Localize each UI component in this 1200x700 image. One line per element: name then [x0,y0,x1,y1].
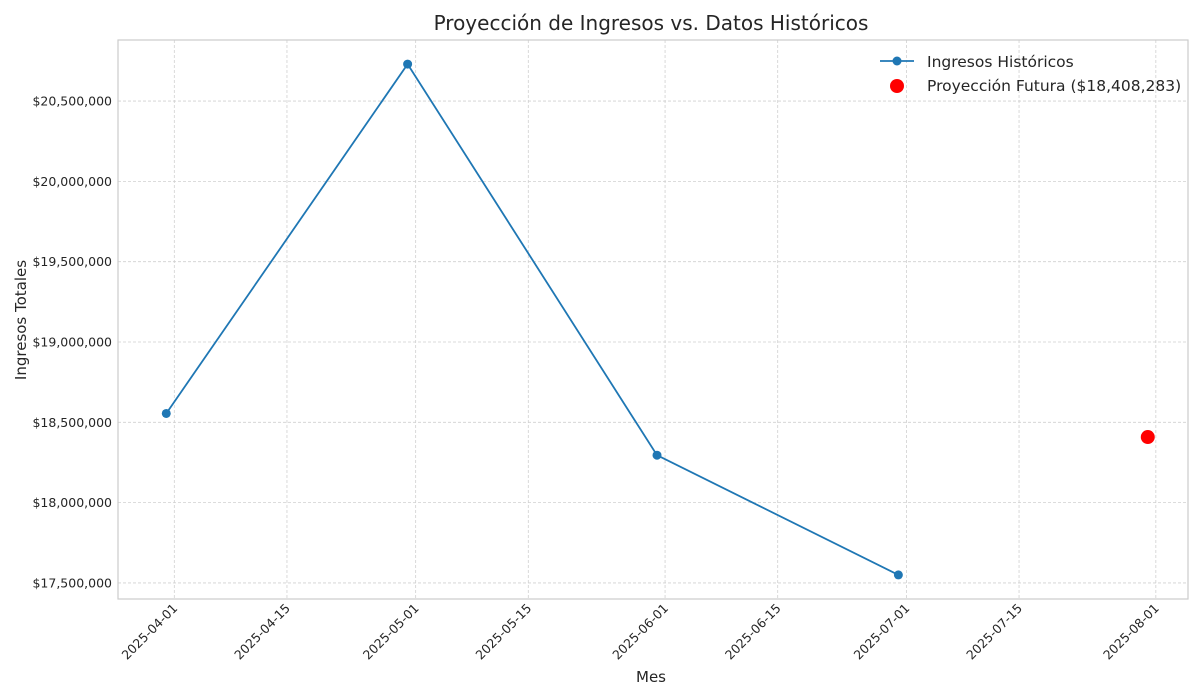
x-tick-label: 2025-06-01 [609,601,671,663]
data-point-historicos [161,408,171,418]
data-point-historicos [403,59,413,69]
legend: Ingresos Históricos Proyección Futura ($… [880,53,1181,95]
legend-marker-proyeccion [890,79,904,93]
series-layer [161,59,1155,580]
x-axis-label: Mes [636,668,666,686]
x-tick-label: 2025-04-15 [231,601,293,663]
y-tick-label: $20,000,000 [32,174,112,189]
y-tick-label: $18,500,000 [32,415,112,430]
x-tick-label: 2025-05-01 [360,601,422,663]
legend-marker-historicos [892,56,902,66]
x-tick-label: 2025-04-01 [118,601,180,663]
x-tick-label: 2025-08-01 [1100,601,1162,663]
y-tick-label: $18,000,000 [32,495,112,510]
data-point-historicos [893,570,903,580]
y-tick-label: $19,500,000 [32,254,112,269]
x-tick-label: 2025-07-01 [851,601,913,663]
y-tick-label: $19,000,000 [32,334,112,349]
x-tick-label: 2025-05-15 [472,601,534,663]
x-tick-label: 2025-06-15 [722,601,784,663]
x-axis-ticks: 2025-04-01 2025-04-15 2025-05-01 2025-05-15… [118,601,1161,663]
legend-label-historicos: Ingresos Históricos [927,53,1074,71]
plot-frame [117,39,1189,600]
y-axis-label: Ingresos Totales [12,260,30,380]
y-axis-ticks: $17,500,000 $18,000,000 $18,500,000 $19,000… [32,94,112,591]
legend-label-proyeccion: Proyección Futura ($18,408,283) [927,77,1181,95]
series-line-historicos [165,62,899,576]
y-tick-label: $17,500,000 [32,575,112,590]
x-tick-label: 2025-07-15 [963,601,1025,663]
data-point-historicos [652,450,662,460]
chart-title: Proyección de Ingresos vs. Datos Históri… [434,11,869,35]
y-tick-label: $20,500,000 [32,94,112,109]
grid [118,40,1188,599]
data-point-proyeccion [1140,430,1155,445]
